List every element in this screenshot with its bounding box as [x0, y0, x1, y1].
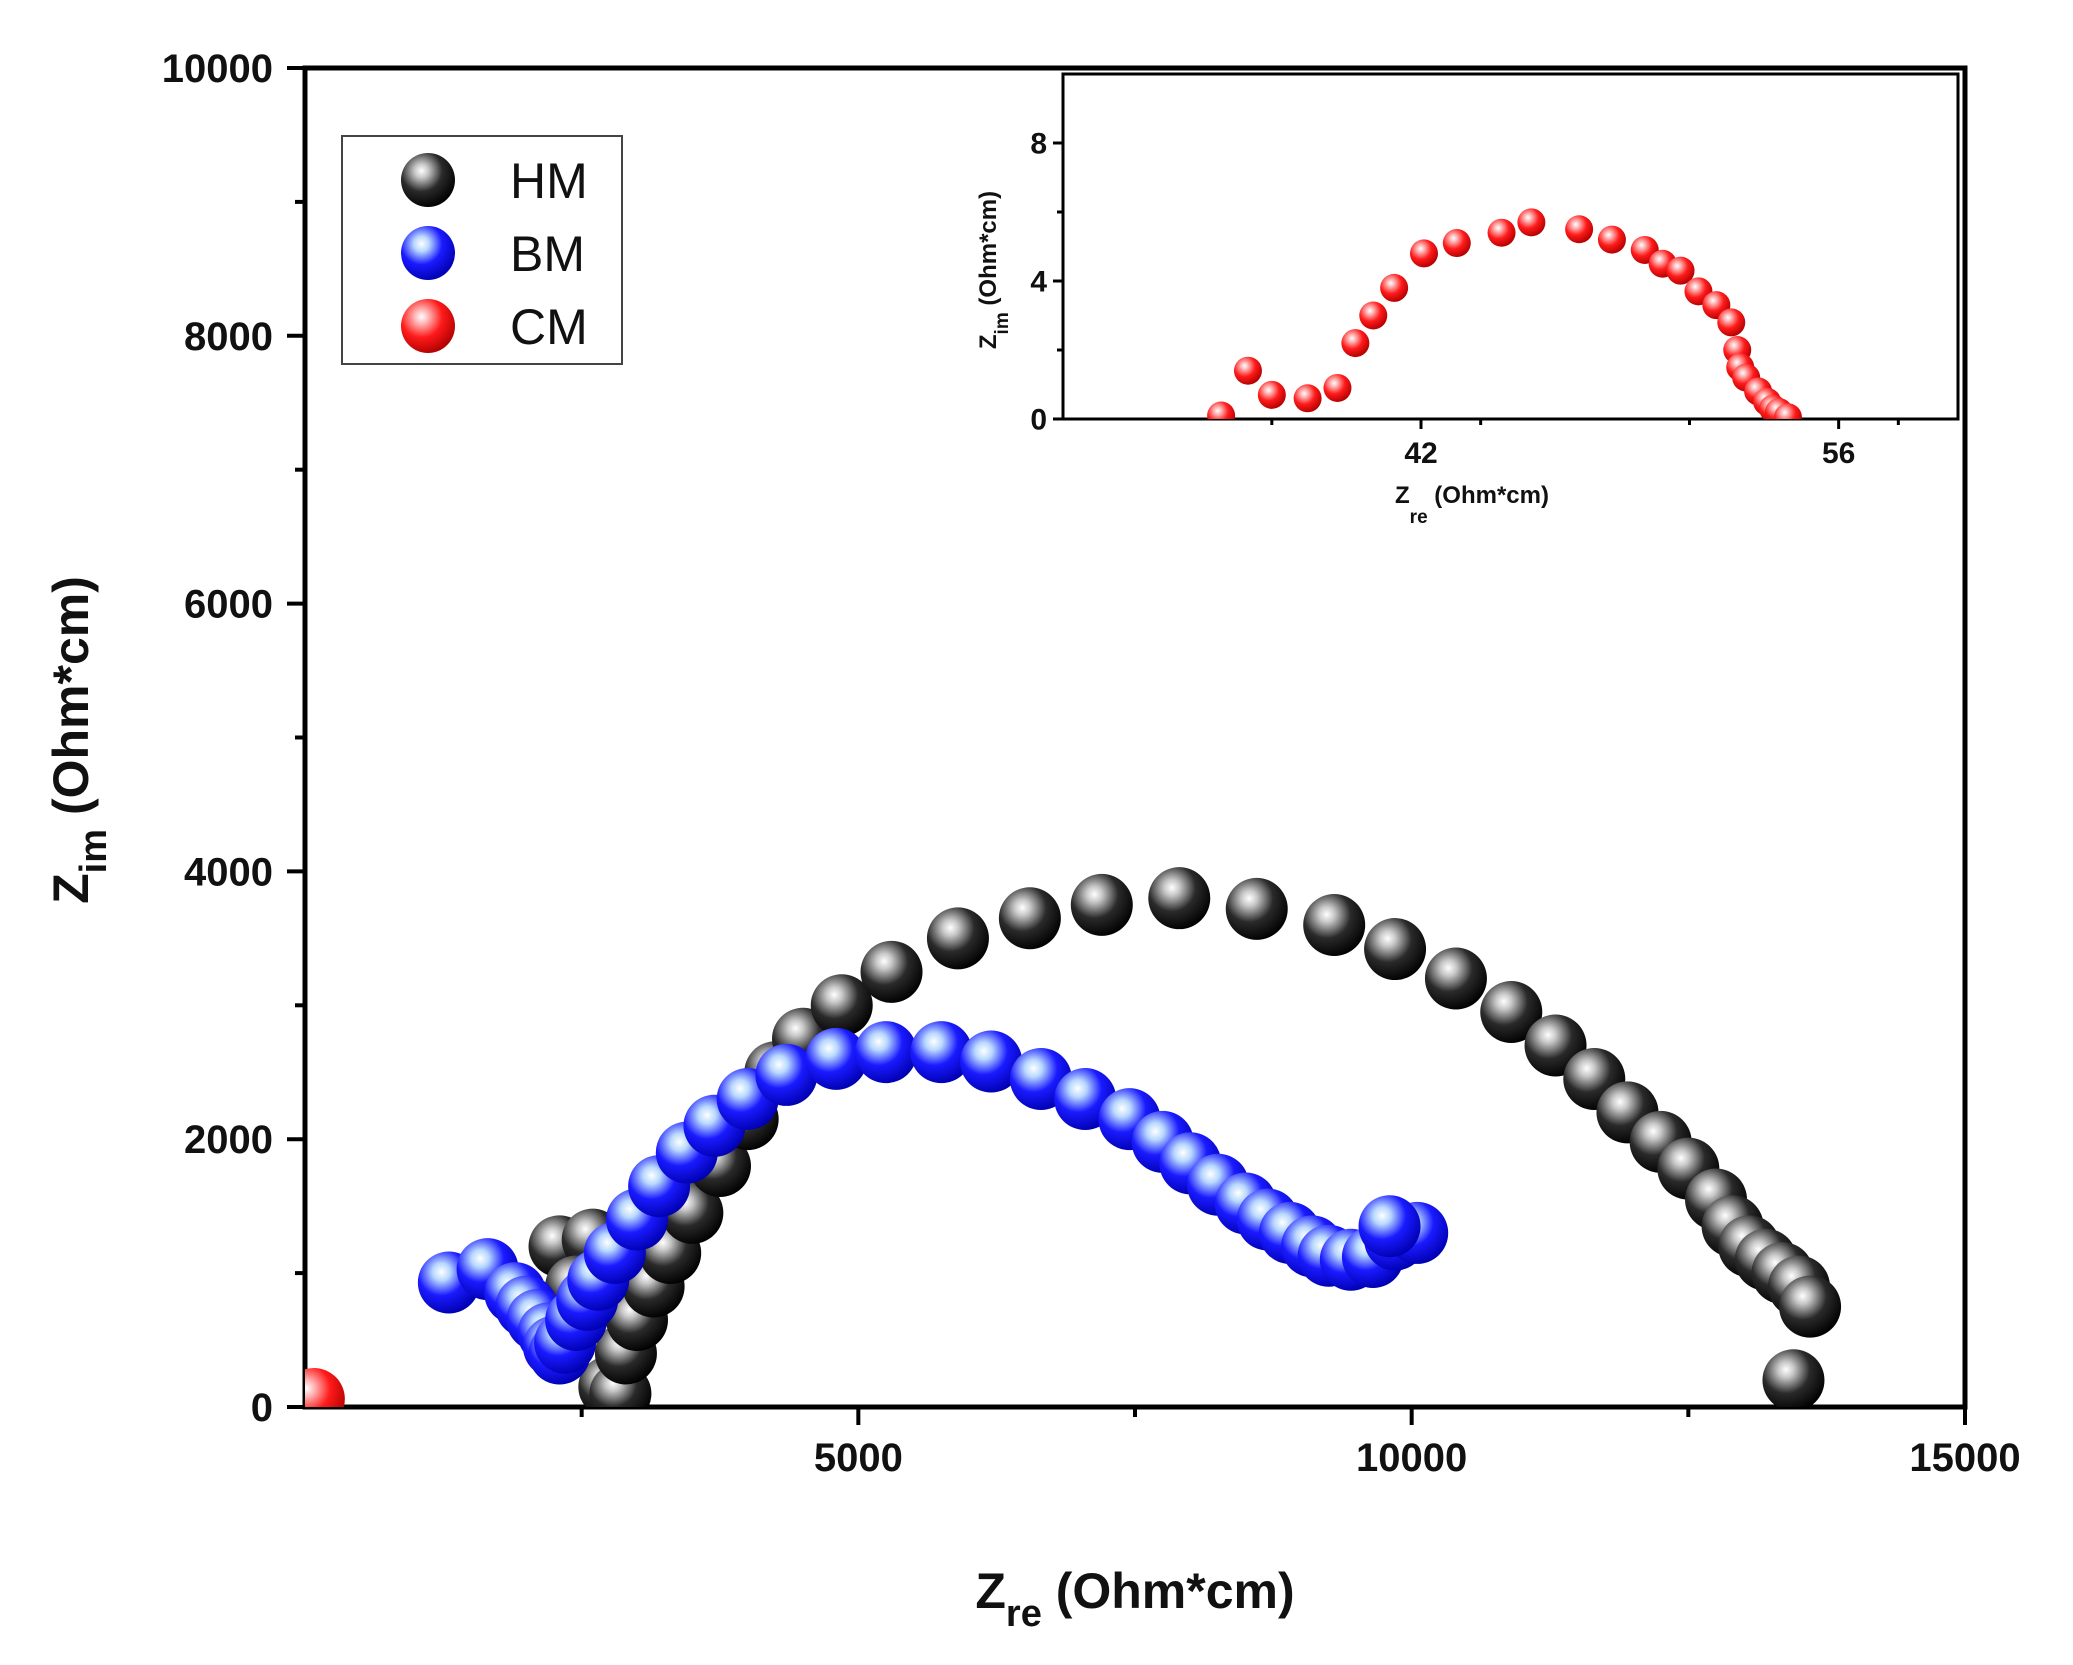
main-point-bm [1358, 1195, 1421, 1258]
main-y-tick-label: 6000 [184, 583, 273, 627]
main-point-bm [755, 1043, 818, 1106]
inset-axis-ticks: 42 56 0 4 8 [1030, 128, 1900, 470]
main-x-tick-label: 10000 [1356, 1436, 1467, 1480]
inset-x-axis-title: Zre (Ohm*cm) [1395, 482, 1549, 528]
main-y-tick-label: 4000 [184, 850, 273, 894]
legend-label-cm: CM [510, 299, 588, 355]
inset-y-axis-title: Zim (Ohm*cm) [975, 191, 1013, 349]
legend-marker-hm [401, 153, 455, 207]
inset-point-cm [1487, 218, 1516, 247]
x-axis-title: Zre (Ohm*cm) [975, 1563, 1294, 1635]
inset-point-cm [1293, 384, 1322, 413]
main-y-tick-label: 8000 [184, 315, 273, 359]
legend: HM BM CM [341, 135, 623, 365]
main-point-hm [1225, 877, 1288, 940]
inset-point-cm [1666, 256, 1695, 285]
inset-point-cm [1257, 380, 1286, 409]
inset-point-cm [1717, 308, 1746, 337]
main-point-hm [1424, 947, 1487, 1010]
inset-y-tick-label: 4 [1030, 266, 1047, 299]
main-point-bm [910, 1021, 973, 1084]
legend-marker-cm [401, 299, 455, 353]
main-point-hm [998, 887, 1061, 950]
main-y-tick-label: 2000 [184, 1118, 273, 1162]
inset-point-cm [1233, 356, 1262, 385]
main-point-hm [1779, 1275, 1842, 1338]
inset-point-cm [1380, 273, 1409, 302]
inset-plot-frame [1061, 72, 1960, 421]
main-point-hm [810, 974, 873, 1037]
inset-y-tick-label: 8 [1030, 128, 1047, 161]
main-point-hm [1762, 1349, 1825, 1407]
inset-x-tick-label: 42 [1404, 437, 1437, 470]
inset-point-cm [1359, 301, 1388, 330]
main-point-hm [1480, 980, 1543, 1043]
inset-x-tick-label: 56 [1822, 437, 1855, 470]
main-axis-ticks: 5000 10000 15000 0 2000 4000 6000 8000 10000 [162, 47, 2021, 1480]
main-point-bm [960, 1030, 1023, 1093]
inset-point-cm [1341, 329, 1370, 358]
legend-box [341, 135, 623, 365]
inset-point-cm [1207, 401, 1236, 419]
main-point-cm [305, 1367, 345, 1407]
main-y-tick-label: 0 [251, 1386, 273, 1430]
inset-y-tick-label: 0 [1030, 404, 1047, 437]
main-x-tick-label: 15000 [1909, 1436, 2020, 1480]
inset-point-cm [1773, 403, 1802, 419]
legend-marker-bm [401, 226, 455, 280]
main-point-bm [855, 1021, 917, 1084]
inset-point-cm [1597, 225, 1626, 254]
main-point-hm [1148, 867, 1211, 930]
inset-data-points [1207, 208, 1802, 419]
inset-point-cm [1323, 373, 1352, 402]
legend-label-hm: HM [510, 153, 588, 209]
inset-point-cm [1517, 208, 1546, 237]
inset-chart: 42 56 0 4 8 Zre (Ohm*cm) Zim (Ohm*cm) [975, 72, 1960, 528]
main-point-bm [805, 1027, 868, 1090]
y-axis-title: Zim (Ohm*cm) [43, 576, 115, 904]
main-data-points [305, 867, 1842, 1407]
main-point-hm [1364, 918, 1427, 981]
main-y-tick-label: 10000 [162, 47, 273, 91]
legend-label-bm: BM [510, 226, 585, 282]
main-point-hm [860, 940, 923, 1003]
inset-point-cm [1565, 215, 1594, 244]
main-point-hm [1303, 893, 1366, 956]
main-point-hm [1070, 873, 1133, 936]
main-x-tick-label: 5000 [814, 1436, 903, 1480]
inset-point-cm [1442, 229, 1471, 258]
main-point-hm [926, 907, 989, 970]
inset-point-cm [1409, 239, 1438, 268]
